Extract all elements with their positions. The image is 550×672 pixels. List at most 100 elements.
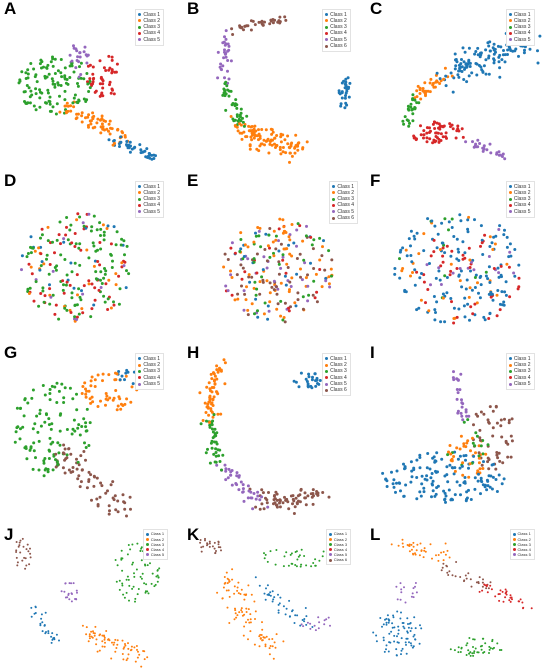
point-class-2 (249, 125, 253, 129)
legend-label: Class 1 (517, 531, 531, 537)
point-class-1 (418, 456, 422, 459)
point-class-1 (431, 489, 435, 493)
point-class-1 (277, 603, 280, 606)
point-class-2 (415, 549, 418, 552)
point-class-3 (242, 124, 246, 128)
point-class-3 (78, 242, 82, 246)
point-class-3 (134, 597, 137, 600)
panel-l: L Class 1 Class 2 Class 3 Class 4 Class 5 (366, 526, 550, 672)
point-class-6 (272, 288, 276, 292)
point-class-5 (400, 591, 403, 594)
legend: Class 1 Class 2 Class 3 Class 4 Class 5 (505, 353, 535, 390)
point-class-2 (127, 642, 129, 645)
legend-entry: Class 5 (328, 552, 347, 557)
point-class-1 (513, 274, 517, 278)
point-class-1 (469, 498, 473, 501)
point-class-4 (284, 271, 288, 275)
point-class-2 (423, 81, 427, 85)
point-class-6 (315, 300, 319, 304)
point-class-1 (425, 466, 429, 470)
point-class-4 (108, 66, 112, 70)
point-class-6 (204, 539, 206, 542)
point-class-2 (92, 632, 95, 634)
point-class-2 (275, 307, 279, 311)
point-class-1 (436, 232, 440, 236)
point-class-2 (111, 641, 113, 644)
point-class-3 (45, 66, 49, 70)
point-class-1 (392, 478, 396, 482)
point-class-5 (497, 153, 501, 157)
point-class-3 (53, 266, 57, 269)
point-class-2 (240, 609, 243, 612)
point-class-3 (34, 108, 38, 112)
point-class-3 (493, 646, 495, 649)
point-class-1 (292, 241, 296, 245)
point-class-3 (275, 549, 278, 551)
legend-marker (508, 197, 512, 201)
point-class-6 (217, 543, 220, 546)
point-class-1 (418, 642, 421, 645)
point-class-6 (107, 504, 111, 508)
point-class-2 (75, 112, 79, 116)
point-class-5 (221, 64, 225, 68)
point-class-4 (277, 227, 281, 231)
point-class-3 (287, 564, 290, 567)
point-class-3 (224, 108, 228, 112)
point-class-1 (463, 315, 467, 319)
point-class-3 (84, 425, 88, 429)
point-class-4 (422, 133, 426, 137)
legend-marker (145, 537, 149, 541)
point-class-6 (455, 561, 458, 563)
point-class-5 (512, 271, 516, 275)
point-class-4 (461, 253, 465, 257)
point-class-1 (385, 623, 388, 626)
point-class-1 (467, 488, 470, 492)
point-class-1 (522, 51, 526, 55)
legend-label: Class 4 (143, 374, 161, 381)
legend-entry: Class 5 (332, 209, 354, 215)
point-class-3 (223, 90, 227, 94)
point-class-3 (47, 457, 51, 460)
point-class-1 (508, 242, 512, 246)
point-class-4 (460, 127, 464, 131)
point-class-2 (212, 379, 216, 383)
legend-label: Class 3 (333, 541, 348, 547)
point-class-4 (495, 314, 499, 318)
point-class-3 (64, 283, 68, 287)
point-class-6 (29, 547, 31, 550)
point-class-3 (302, 258, 306, 262)
point-class-2 (114, 283, 118, 287)
point-class-6 (273, 501, 277, 505)
legend-label: Class 4 (513, 202, 531, 209)
point-class-2 (279, 135, 283, 139)
point-class-6 (479, 410, 483, 414)
point-class-1 (404, 641, 407, 644)
legend-entry: Class 3 (138, 368, 160, 374)
point-class-2 (87, 640, 90, 643)
point-class-3 (49, 109, 53, 113)
point-class-1 (393, 267, 397, 270)
point-class-2 (208, 394, 212, 398)
point-class-4 (522, 607, 524, 610)
point-class-2 (243, 598, 246, 601)
point-class-1 (455, 257, 459, 261)
point-class-6 (21, 559, 24, 562)
point-class-1 (294, 380, 298, 384)
point-class-3 (116, 564, 119, 567)
point-class-1 (20, 254, 24, 258)
point-class-1 (396, 635, 398, 638)
point-class-1 (414, 627, 417, 630)
point-class-2 (237, 592, 240, 595)
point-class-1 (449, 254, 453, 258)
point-class-3 (59, 412, 63, 416)
legend-marker (332, 185, 336, 189)
point-class-6 (261, 278, 265, 282)
point-class-2 (278, 217, 282, 221)
point-class-6 (27, 550, 30, 553)
point-class-1 (39, 622, 42, 625)
point-class-1 (407, 623, 409, 625)
point-class-5 (412, 596, 415, 599)
point-class-3 (304, 234, 308, 238)
point-class-1 (393, 640, 396, 643)
point-class-5 (81, 221, 85, 225)
